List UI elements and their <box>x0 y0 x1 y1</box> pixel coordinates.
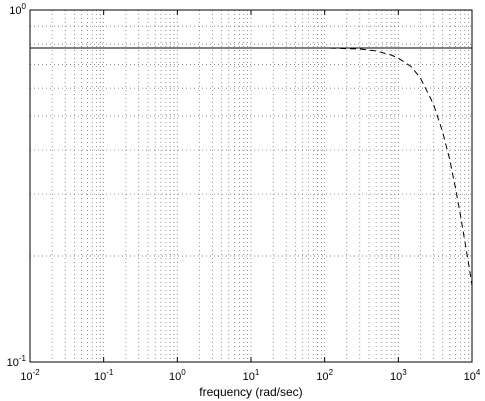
x-tick-label: 103 <box>390 368 407 383</box>
series-line-dashed <box>30 47 473 286</box>
y-tick-label: 10-1 <box>7 354 27 369</box>
x-tick-label: 104 <box>464 368 481 383</box>
y-tick-label: 100 <box>9 2 26 17</box>
x-tick-label: 102 <box>316 368 333 383</box>
series-lines <box>30 47 473 286</box>
x-axis-label: frequency (rad/sec) <box>199 385 302 399</box>
x-tick-label: 10-1 <box>94 368 114 383</box>
x-tick-label: 10-2 <box>20 368 40 383</box>
x-tick-label: 101 <box>243 368 260 383</box>
x-tick-label: 100 <box>169 368 186 383</box>
grid-lines <box>30 10 472 362</box>
